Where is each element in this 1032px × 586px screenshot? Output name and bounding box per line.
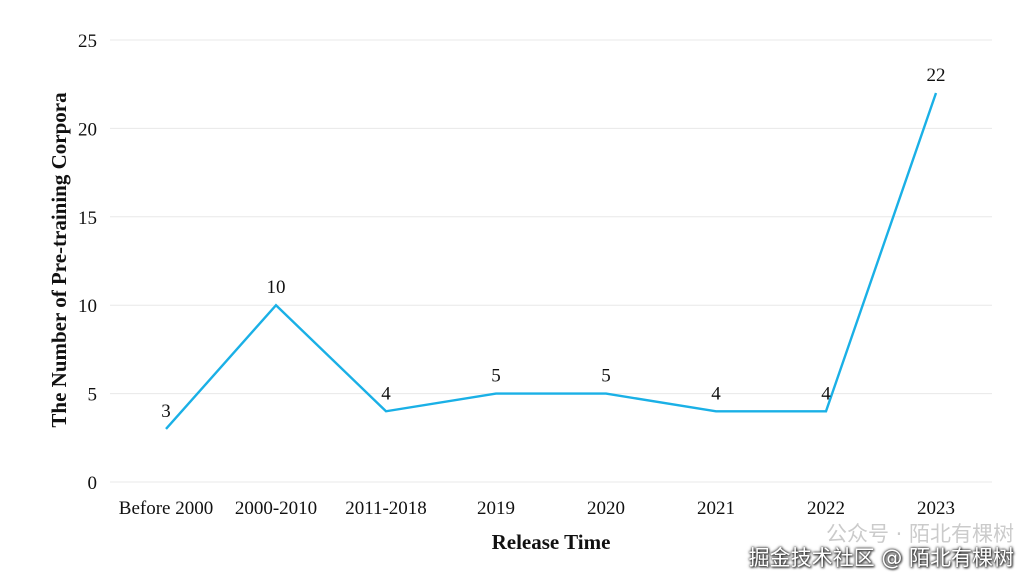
data-label: 4 xyxy=(381,383,391,404)
y-axis-title: The Number of Pre-training Corpora xyxy=(47,92,71,428)
series-line-group xyxy=(165,92,938,430)
x-tick-label: 2021 xyxy=(697,498,735,519)
gridlines xyxy=(110,39,992,483)
y-tick-labels: 0 5 10 15 20 25 xyxy=(78,31,97,494)
watermark-faint-text: 公众号 · 陌北有棵树 xyxy=(825,522,1014,546)
x-tick-label: 2000-2010 xyxy=(235,498,317,519)
data-label: 5 xyxy=(491,366,501,387)
x-tick-label: 2022 xyxy=(807,498,845,519)
x-tick-label: 2020 xyxy=(587,498,625,519)
data-label: 4 xyxy=(821,383,831,404)
y-tick-label: 20 xyxy=(78,119,97,140)
series-line xyxy=(165,92,938,430)
x-tick-label: 2011-2018 xyxy=(345,498,427,519)
data-label: 5 xyxy=(601,366,611,387)
watermark-text: 掘金技术社区 @ 陌北有棵树 xyxy=(748,546,1014,570)
data-label: 10 xyxy=(267,277,286,298)
y-tick-label: 0 xyxy=(88,473,98,494)
y-tick-label: 25 xyxy=(78,31,97,52)
x-tick-label: 2019 xyxy=(477,498,515,519)
y-tick-label: 5 xyxy=(88,385,98,406)
data-label: 4 xyxy=(711,383,721,404)
y-tick-label: 10 xyxy=(78,296,97,317)
x-tick-label: 2023 xyxy=(917,498,955,519)
data-label: 3 xyxy=(161,401,171,422)
data-label: 22 xyxy=(927,65,946,86)
x-tick-label: Before 2000 xyxy=(119,498,213,519)
x-tick-labels: Before 2000 2000-2010 2011-2018 2019 2020 202… xyxy=(119,498,955,519)
y-tick-label: 15 xyxy=(78,208,97,229)
data-labels: 3 10 4 5 5 4 4 22 xyxy=(161,65,945,422)
x-axis-title: Release Time xyxy=(492,530,611,554)
